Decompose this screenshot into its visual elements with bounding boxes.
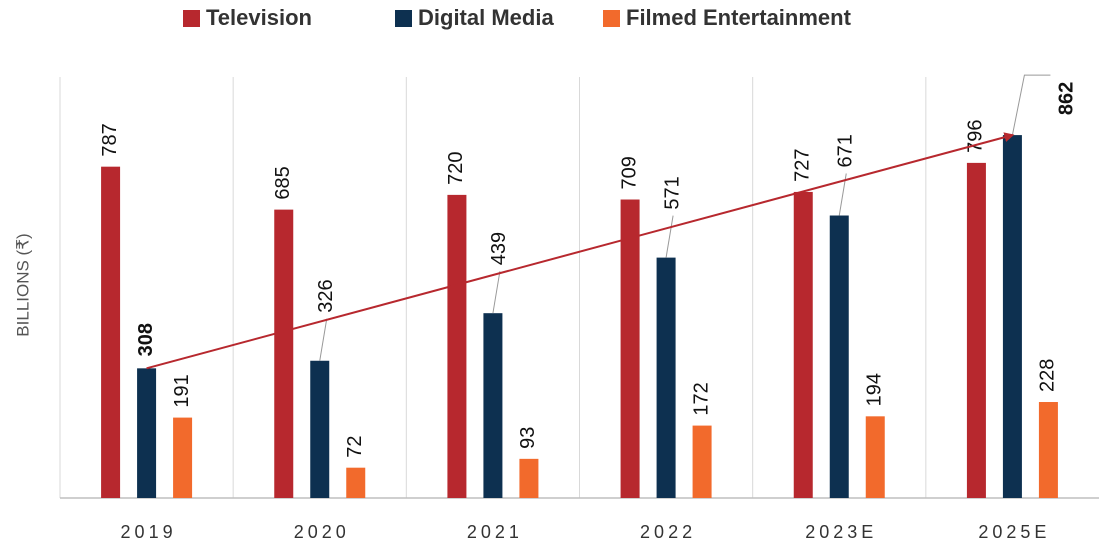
leader-line (319, 318, 328, 361)
bar (966, 162, 986, 498)
data-label: 571 (661, 176, 683, 209)
bar (310, 360, 330, 498)
leader-line (665, 215, 674, 258)
legend-swatch (395, 10, 412, 27)
bar (1002, 135, 1022, 498)
data-label: 191 (171, 374, 193, 407)
data-label: 228 (1037, 359, 1059, 392)
legend-swatch (603, 10, 620, 27)
data-label: 308 (135, 323, 157, 356)
bar (793, 191, 813, 499)
bar (346, 467, 366, 498)
data-label: 439 (488, 232, 510, 265)
data-label: 671 (835, 134, 857, 167)
legend-swatch (183, 10, 200, 27)
bar (865, 416, 885, 498)
bar (447, 194, 467, 498)
data-label: 326 (315, 279, 337, 312)
data-label: 194 (864, 373, 886, 406)
bar (829, 215, 849, 498)
bar (692, 425, 712, 498)
bar (137, 368, 157, 498)
data-label: 727 (792, 149, 814, 182)
data-label: 172 (690, 382, 712, 415)
bar (483, 313, 503, 498)
y-axis-label: BILLIONS (₹) (13, 233, 32, 336)
x-tick-label: 2020 (294, 522, 350, 542)
bar (101, 166, 121, 498)
legend-label: Television (206, 5, 312, 30)
leader-line (1011, 74, 1051, 136)
data-label: 685 (272, 166, 294, 199)
bar (173, 417, 193, 498)
data-label: 709 (618, 156, 640, 189)
x-tick-label: 2022 (640, 522, 696, 542)
data-label: 93 (517, 427, 539, 449)
x-tick-label: 2023E (805, 522, 877, 542)
data-label: 862 (1056, 82, 1078, 115)
x-tick-label: 2025E (978, 522, 1050, 542)
x-tick-label: 2021 (467, 522, 523, 542)
bar (656, 257, 676, 498)
bar (1038, 402, 1058, 498)
bar (519, 458, 539, 498)
data-label: 787 (99, 123, 121, 156)
leader-line (492, 271, 501, 314)
trend-arrow (146, 132, 1015, 370)
bar (620, 199, 640, 499)
x-tick-label: 2019 (121, 522, 177, 542)
data-label: 72 (344, 435, 366, 457)
bar (274, 209, 294, 499)
legend-label: Digital Media (418, 5, 554, 30)
legend-label: Filmed Entertainment (626, 5, 852, 30)
data-label: 720 (445, 152, 467, 185)
